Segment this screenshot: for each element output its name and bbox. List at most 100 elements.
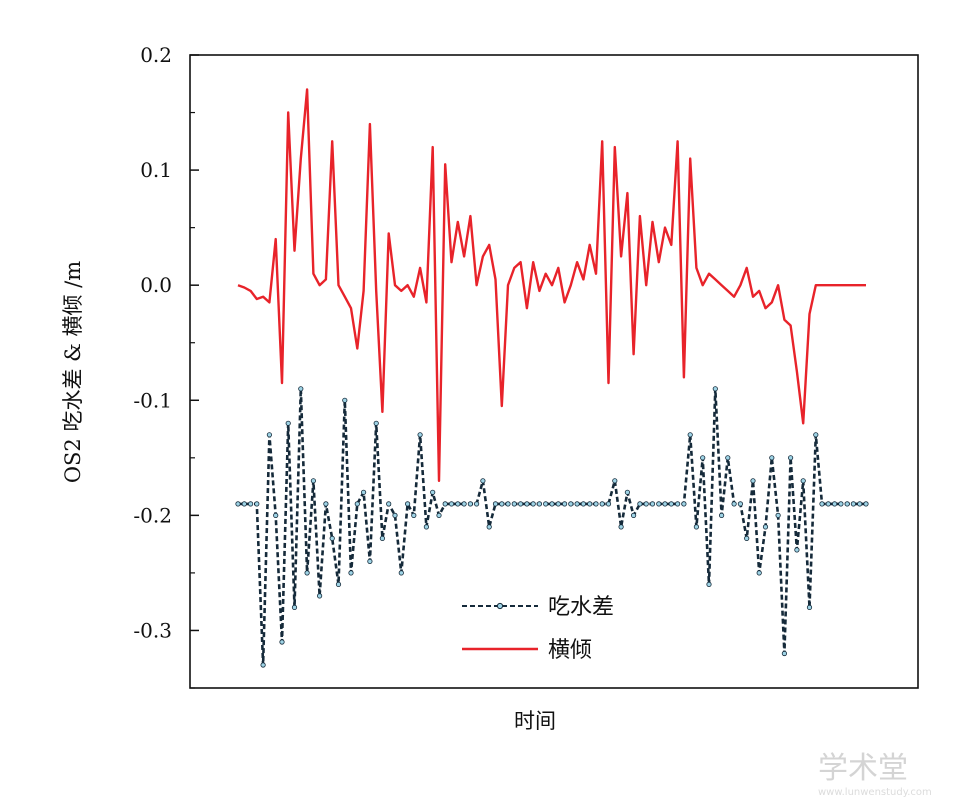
y-axis-title: OS2 吃水差 & 横倾 /m	[61, 261, 85, 483]
trim-data-point	[744, 535, 750, 542]
trim-data-point	[819, 501, 825, 507]
trim-data-point	[398, 570, 404, 576]
watermark-text: 学术堂	[818, 751, 908, 786]
trim-data-point	[248, 501, 254, 507]
trim-data-point	[404, 501, 411, 507]
trim-data-point	[254, 501, 260, 507]
trim-data-point	[756, 570, 762, 576]
trim-data-point	[643, 501, 649, 507]
series-line-heel	[237, 88, 866, 482]
y-tick-label: 0.1	[140, 158, 172, 182]
trim-data-point	[505, 501, 511, 507]
legend-label-trim: 吃水差	[548, 595, 614, 620]
trim-data-point	[599, 501, 605, 507]
y-tick-label: 0.2	[140, 43, 172, 67]
trim-data-point	[706, 581, 712, 588]
y-axis-ticks: 0.2 0.1 0.0 -0.1 -0.2 -0.3	[133, 43, 199, 689]
trim-data-point	[360, 489, 367, 495]
trim-data-point	[411, 512, 417, 519]
trim-data-point	[831, 501, 838, 507]
trim-data-point	[700, 455, 706, 461]
trim-data-point	[342, 397, 348, 403]
trim-data-point	[844, 501, 850, 507]
trim-data-point	[687, 432, 693, 438]
trim-data-point	[656, 501, 662, 507]
trim-data-point	[838, 501, 844, 507]
trim-data-point	[499, 501, 505, 507]
trim-data-point	[762, 524, 769, 530]
trim-data-point	[436, 512, 442, 519]
trim-data-point	[624, 489, 631, 495]
trim-data-point	[674, 501, 681, 507]
trim-data-point	[430, 489, 436, 495]
y-tick-label: -0.3	[133, 618, 172, 642]
trim-data-point	[367, 558, 373, 565]
trim-data-point	[549, 501, 555, 507]
legend: 吃水差 横倾	[462, 595, 614, 663]
watermark-url: www.lunwenstudy.com	[818, 787, 932, 798]
trim-data-point	[291, 604, 298, 611]
plot-frame	[189, 54, 919, 689]
trim-data-point	[316, 593, 323, 599]
trim-data-point	[681, 501, 687, 507]
trim-data-point	[737, 501, 744, 507]
trim-data-point	[480, 478, 486, 484]
trim-data-point	[731, 501, 737, 507]
trim-data-point	[800, 478, 806, 484]
trim-data-point	[417, 432, 423, 438]
trim-data-point	[568, 501, 574, 507]
trim-data-point	[605, 501, 612, 507]
trim-data-point	[379, 535, 385, 542]
trim-data-point	[241, 501, 247, 507]
trim-data-point	[813, 432, 819, 438]
trim-data-point	[857, 501, 863, 507]
trim-data-point	[718, 512, 725, 519]
trim-data-point	[298, 386, 304, 392]
trim-data-point	[850, 501, 857, 507]
trim-data-point	[455, 501, 461, 507]
trim-data-point	[442, 501, 448, 507]
trim-data-point	[461, 501, 467, 507]
trim-data-point	[386, 501, 392, 507]
trim-data-point	[354, 501, 360, 507]
trim-data-point	[511, 501, 517, 507]
trim-data-point	[561, 501, 568, 507]
trim-data-point	[266, 432, 272, 438]
trim-data-point	[536, 501, 543, 507]
trim-data-point	[423, 524, 429, 530]
trim-data-point	[662, 501, 668, 507]
trim-data-point	[392, 512, 398, 519]
trim-data-point	[323, 501, 329, 507]
trim-data-point	[524, 501, 530, 507]
series-layer	[235, 88, 869, 668]
trim-data-point	[335, 581, 342, 588]
trim-data-point	[769, 455, 775, 461]
trim-data-point	[555, 501, 561, 507]
trim-data-point	[486, 524, 492, 530]
trim-data-point	[448, 501, 455, 507]
trim-data-point	[467, 501, 473, 507]
trim-data-point	[473, 501, 480, 507]
trim-data-point	[775, 512, 781, 519]
trim-data-point	[612, 478, 618, 484]
trim-data-point	[273, 512, 279, 519]
trim-data-point	[530, 501, 536, 507]
trim-data-point	[781, 650, 788, 657]
series-line-trim	[238, 387, 866, 667]
trim-data-point	[329, 535, 335, 542]
trim-data-point	[492, 501, 499, 507]
trim-data-point	[712, 386, 718, 392]
trim-data-point	[285, 420, 291, 426]
trim-data-point	[304, 570, 310, 576]
trim-data-point	[725, 455, 731, 461]
trim-data-point	[373, 420, 379, 426]
y-tick-label: 0.0	[140, 273, 172, 297]
trim-data-point	[825, 501, 831, 507]
trim-data-point	[580, 501, 587, 507]
trim-data-point	[574, 501, 580, 507]
trim-data-point	[649, 501, 656, 507]
legend-label-heel: 横倾	[548, 638, 592, 663]
trim-data-point	[787, 455, 794, 461]
